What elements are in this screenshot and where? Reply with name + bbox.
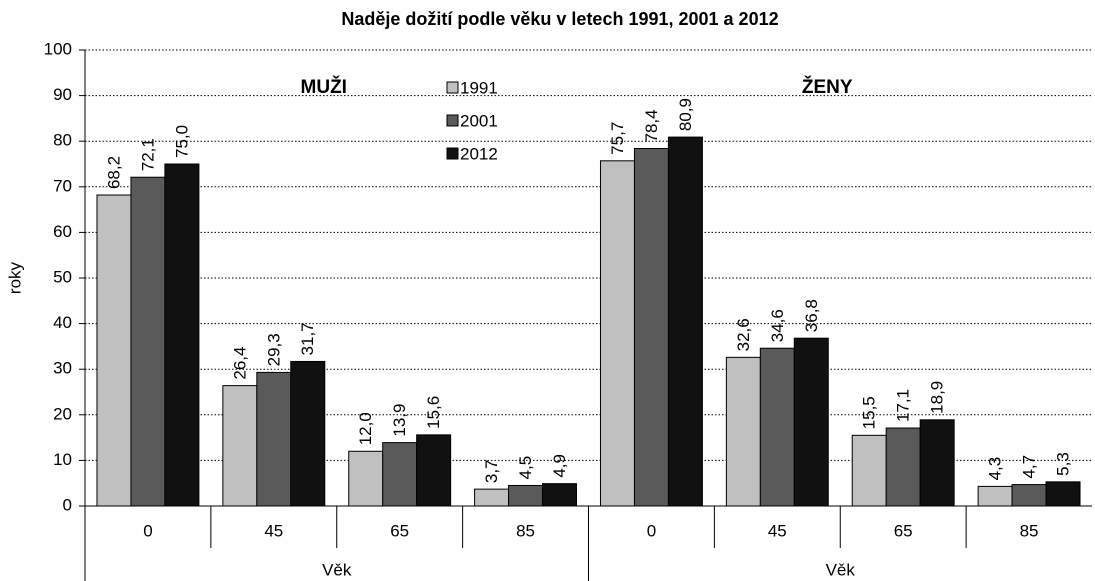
group-annotation: MUŽI [301, 76, 347, 98]
x-tick-label: 0 [647, 521, 656, 540]
legend-swatch [446, 147, 459, 160]
value-label: 4,5 [516, 456, 535, 480]
y-tick-label: 50 [53, 267, 72, 286]
bar [416, 434, 452, 507]
x-tick-label: 45 [768, 521, 787, 540]
legend-swatch [446, 114, 459, 127]
y-tick-label: 0 [63, 495, 72, 514]
x-tick-label: 0 [143, 521, 152, 540]
y-tick-label: 40 [53, 313, 72, 332]
y-tick-label: 80 [53, 131, 72, 150]
legend-label: 2001 [460, 111, 498, 130]
value-label: 5,3 [1054, 452, 1073, 476]
y-tick-label: 20 [53, 404, 72, 423]
x-tick-label: 85 [516, 521, 535, 540]
value-label: 78,4 [642, 109, 661, 142]
bar [851, 434, 887, 507]
x-tick-label: 65 [894, 521, 913, 540]
bar [382, 442, 418, 507]
bar [348, 450, 384, 507]
bar [96, 194, 132, 507]
value-label: 32,6 [734, 318, 753, 351]
value-label: 13,9 [390, 404, 409, 437]
value-label: 68,2 [104, 156, 123, 189]
bar [977, 485, 1013, 507]
value-label: 17,1 [894, 389, 913, 422]
value-label: 72,1 [138, 138, 157, 171]
legend-swatch [446, 81, 459, 94]
legend-label: 2012 [460, 144, 498, 163]
x-tick-label: 85 [1020, 521, 1039, 540]
bar [599, 160, 635, 507]
chart-title: Naděje dožití podle věku v letech 1991, … [341, 9, 778, 29]
bar [508, 484, 544, 507]
bar [793, 337, 829, 507]
legend-label: 1991 [460, 78, 498, 97]
y-axis-label: roky [5, 261, 24, 294]
value-label: 18,9 [928, 381, 947, 414]
value-label: 12,0 [356, 412, 375, 445]
value-label: 15,5 [860, 396, 879, 429]
y-tick-label: 100 [44, 39, 72, 58]
value-label: 3,7 [482, 459, 501, 483]
group-label: Věk [322, 560, 352, 579]
value-label: 4,3 [986, 457, 1005, 481]
bar [164, 163, 200, 507]
group-label: Věk [826, 560, 856, 579]
bar [290, 360, 326, 507]
bar [759, 347, 795, 507]
value-label: 75,0 [172, 125, 191, 158]
value-label: 31,7 [298, 322, 317, 355]
bar [256, 371, 292, 507]
value-label: 29,3 [264, 333, 283, 366]
value-label: 26,4 [230, 347, 249, 380]
bar [1011, 484, 1047, 507]
bar [633, 147, 669, 507]
value-label: 4,9 [550, 454, 569, 478]
value-label: 80,9 [676, 98, 695, 131]
y-tick-label: 10 [53, 450, 72, 469]
value-label: 36,8 [802, 299, 821, 332]
value-label: 15,6 [424, 396, 443, 429]
bar [885, 427, 921, 507]
group-annotation: ŽENY [802, 76, 853, 98]
y-tick-label: 70 [53, 176, 72, 195]
value-label: 34,6 [768, 309, 787, 342]
bar [542, 483, 578, 507]
bar [919, 419, 955, 507]
y-tick-label: 30 [53, 359, 72, 378]
bar [1045, 481, 1081, 507]
value-label: 75,7 [608, 122, 627, 155]
y-tick-label: 60 [53, 222, 72, 241]
bar [222, 385, 258, 507]
x-tick-label: 65 [390, 521, 409, 540]
y-tick-label: 90 [53, 85, 72, 104]
bar [130, 176, 166, 507]
bar [667, 136, 703, 507]
bar [474, 488, 510, 507]
value-label: 4,7 [1020, 455, 1039, 479]
bar [725, 356, 761, 507]
x-tick-label: 45 [264, 521, 283, 540]
